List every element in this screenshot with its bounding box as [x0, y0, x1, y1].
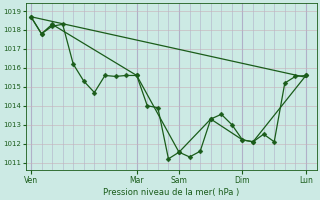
X-axis label: Pression niveau de la mer( hPa ): Pression niveau de la mer( hPa ) — [103, 188, 239, 197]
